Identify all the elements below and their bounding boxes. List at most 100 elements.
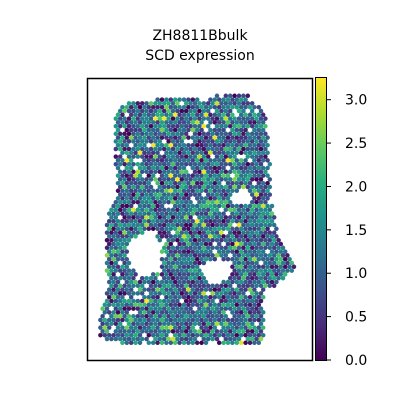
expression-spot <box>139 146 145 152</box>
expression-spot <box>267 275 273 281</box>
expression-spot <box>263 131 268 137</box>
expression-spot <box>161 268 167 273</box>
expression-spot <box>225 340 231 346</box>
expression-spot <box>164 256 169 262</box>
expression-spot <box>258 230 264 235</box>
expression-spot <box>172 211 178 216</box>
expression-spot <box>142 317 147 323</box>
expression-spot <box>252 165 257 171</box>
expression-spot <box>172 226 178 232</box>
expression-spot <box>146 340 152 346</box>
expression-spot <box>245 154 251 159</box>
expression-spot <box>175 283 180 289</box>
expression-spot <box>236 291 242 296</box>
expression-spot <box>263 169 268 175</box>
expression-spot <box>175 215 180 220</box>
expression-spot <box>243 340 248 346</box>
expression-spot <box>241 230 246 235</box>
expression-spot <box>274 256 279 262</box>
expression-spot <box>252 302 257 308</box>
expression-spot <box>238 158 244 163</box>
expression-spot <box>175 131 180 137</box>
expression-spot <box>203 211 209 216</box>
expression-spot <box>161 245 167 251</box>
expression-spot <box>225 302 231 308</box>
expression-spot <box>122 177 127 182</box>
expression-spot <box>258 207 264 213</box>
expression-spot <box>137 180 143 186</box>
expression-spot <box>120 142 125 148</box>
expression-spot <box>120 256 125 262</box>
expression-spot <box>166 291 171 296</box>
expression-spot <box>249 192 255 197</box>
expression-spot <box>115 302 121 308</box>
expression-spot <box>269 256 275 262</box>
expression-spot <box>221 310 226 315</box>
expression-spot <box>181 127 187 133</box>
expression-spot <box>252 256 257 262</box>
expression-spot <box>172 120 178 125</box>
expression-spot <box>115 158 121 163</box>
expression-spot <box>164 180 169 186</box>
expression-spot <box>190 142 196 148</box>
expression-spot <box>142 158 147 163</box>
expression-spot <box>122 131 127 137</box>
expression-spot <box>161 313 167 319</box>
expression-spot <box>144 192 149 197</box>
expression-spot <box>245 268 251 273</box>
expression-spot <box>245 123 251 129</box>
expression-spot <box>155 104 160 110</box>
expression-spot <box>164 325 169 330</box>
expression-spot <box>260 279 266 285</box>
expression-spot <box>126 275 132 281</box>
expression-spot <box>190 317 196 323</box>
expression-spot <box>188 101 193 106</box>
expression-spot <box>175 275 180 281</box>
expression-spot <box>139 329 145 334</box>
expression-spot <box>212 218 218 224</box>
expression-spot <box>201 123 207 129</box>
expression-spot <box>260 241 266 247</box>
expression-spot <box>265 279 270 285</box>
expression-spot <box>159 104 165 110</box>
expression-spot <box>175 116 180 121</box>
expression-spot <box>194 135 200 140</box>
expression-spot <box>263 222 268 228</box>
expression-spot <box>214 177 220 182</box>
expression-spot <box>190 241 196 247</box>
expression-spot <box>254 146 259 152</box>
expression-spot <box>172 287 178 292</box>
expression-spot <box>164 142 169 148</box>
expression-spot <box>232 245 237 251</box>
expression-spot <box>100 313 105 319</box>
expression-spot <box>258 283 264 289</box>
expression-spot <box>216 150 222 156</box>
expression-spot <box>190 279 196 285</box>
expression-spot <box>113 253 119 258</box>
expression-spot <box>260 256 266 262</box>
expression-spot <box>252 150 257 156</box>
expression-spot <box>170 161 176 167</box>
expression-spot <box>104 268 110 273</box>
expression-spot <box>181 332 187 338</box>
expression-spot <box>186 150 191 156</box>
expression-spot <box>104 329 110 334</box>
expression-spot <box>168 272 174 277</box>
expression-spot <box>135 161 141 167</box>
expression-spot <box>120 317 125 323</box>
expression-spot <box>210 177 215 182</box>
expression-spot <box>102 325 108 330</box>
expression-spot <box>164 241 169 247</box>
expression-spot <box>205 192 211 197</box>
expression-spot <box>126 207 132 213</box>
expression-spot <box>177 127 182 133</box>
expression-spot <box>212 302 218 308</box>
expression-spot <box>249 154 255 159</box>
expression-spot <box>243 294 248 300</box>
expression-spot <box>106 218 112 224</box>
expression-spot <box>179 177 185 182</box>
expression-spot <box>175 253 180 258</box>
expression-spot <box>192 192 198 197</box>
expression-spot <box>258 245 264 251</box>
expression-spot <box>216 188 222 194</box>
